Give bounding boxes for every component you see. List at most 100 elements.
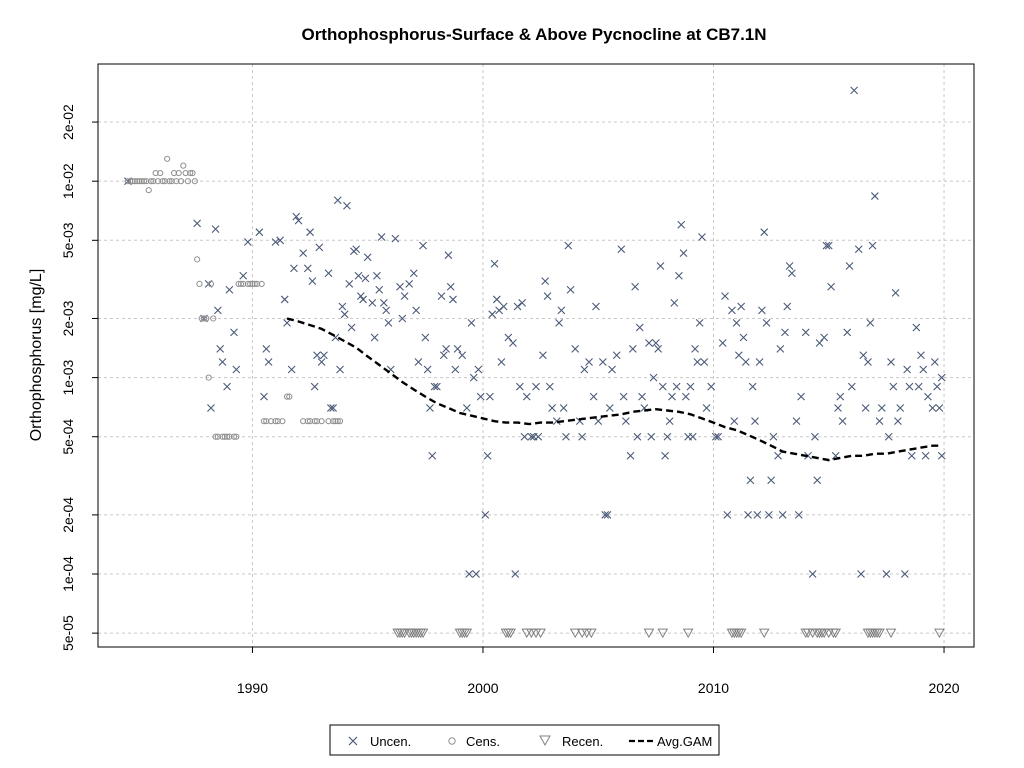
point-uncen [635, 323, 644, 332]
point-uncen [801, 328, 810, 337]
point-cens [182, 169, 189, 177]
x-tick-label: 2010 [698, 680, 729, 696]
point-uncen [363, 253, 372, 262]
point-cens [260, 418, 268, 425]
point-uncen [619, 392, 628, 401]
point-uncen [315, 243, 324, 252]
legend-marker-x [348, 736, 358, 746]
point-cens [240, 280, 247, 287]
point-uncen [686, 382, 695, 391]
point-uncen [193, 219, 202, 228]
point-uncen [356, 292, 365, 300]
point-uncen [843, 328, 852, 337]
point-uncen [889, 382, 898, 391]
legend-box [329, 724, 720, 756]
point-uncen [866, 318, 875, 327]
point-cens [325, 418, 332, 425]
y-tick-label: 5e-04 [60, 419, 76, 455]
chart-title: Orthophosphorus-Surface & Above Pycnocli… [301, 25, 766, 44]
legend-label-uncen: Uncen. [370, 734, 411, 749]
point-uncen [368, 299, 377, 307]
point-uncen [781, 328, 789, 337]
point-uncen [557, 306, 566, 315]
point-uncen [430, 382, 439, 391]
point-uncen [444, 251, 453, 260]
point-uncen [375, 285, 384, 294]
point-uncen [458, 351, 467, 360]
point-uncen [449, 295, 457, 304]
point-uncen [861, 404, 870, 412]
point-cens [263, 418, 270, 425]
point-uncen [347, 323, 356, 332]
point-recen [830, 628, 842, 639]
point-uncen [566, 285, 575, 294]
point-uncen [317, 358, 326, 366]
point-uncen [914, 382, 923, 391]
point-cens [134, 178, 141, 185]
point-uncen [900, 570, 909, 578]
point-uncen [414, 358, 423, 366]
point-uncen [651, 339, 660, 347]
point-uncen [555, 318, 563, 327]
point-recen [417, 628, 429, 639]
point-uncen [822, 241, 831, 250]
x-tick-label: 1990 [237, 680, 268, 696]
point-uncen [495, 306, 504, 315]
point-cens [136, 178, 143, 185]
point-cens [177, 178, 185, 185]
point-uncen [884, 432, 893, 441]
point-uncen [396, 282, 404, 291]
point-cens [166, 178, 173, 185]
point-recen [682, 628, 694, 639]
point-uncen [223, 382, 231, 391]
point-uncen [718, 339, 727, 347]
point-cens [210, 315, 217, 322]
point-uncen [527, 432, 536, 441]
point-uncen [405, 279, 414, 288]
point-recen [657, 628, 669, 639]
point-uncen [714, 432, 723, 441]
point-cens [180, 162, 187, 169]
point-uncen [354, 271, 363, 280]
series-uncen [124, 86, 946, 578]
point-uncen [543, 292, 552, 300]
point-uncen [654, 345, 663, 353]
point-cens [219, 433, 226, 440]
point-uncen [928, 404, 937, 412]
point-uncen [797, 392, 805, 401]
point-cens [237, 280, 245, 287]
point-uncen [903, 365, 912, 374]
point-cens [187, 169, 194, 177]
point-uncen [230, 328, 238, 337]
point-uncen [504, 333, 513, 342]
point-recen [735, 628, 747, 639]
point-uncen [340, 310, 349, 319]
point-cens [300, 418, 307, 425]
point-cens [226, 433, 233, 440]
point-uncen [562, 432, 570, 441]
point-cens [203, 315, 210, 322]
point-cens [164, 155, 171, 162]
point-uncen [665, 417, 674, 426]
point-uncen [207, 404, 215, 412]
point-uncen [239, 271, 248, 280]
point-cens [221, 433, 228, 440]
point-uncen [679, 249, 688, 258]
grid-lines [98, 64, 974, 647]
point-recen [505, 628, 516, 639]
point-uncen [693, 358, 702, 366]
point-uncen [626, 451, 635, 460]
point-uncen [513, 302, 522, 311]
point-uncen [571, 345, 580, 353]
point-uncen [658, 382, 667, 391]
point-cens [230, 433, 238, 440]
point-uncen [649, 373, 658, 382]
point-uncen [373, 271, 381, 280]
point-uncen [681, 392, 690, 401]
point-uncen [647, 432, 656, 441]
point-uncen [598, 358, 607, 366]
point-uncen [728, 306, 736, 315]
point-uncen [412, 306, 421, 315]
point-uncen [428, 451, 437, 460]
point-uncen [276, 236, 285, 245]
